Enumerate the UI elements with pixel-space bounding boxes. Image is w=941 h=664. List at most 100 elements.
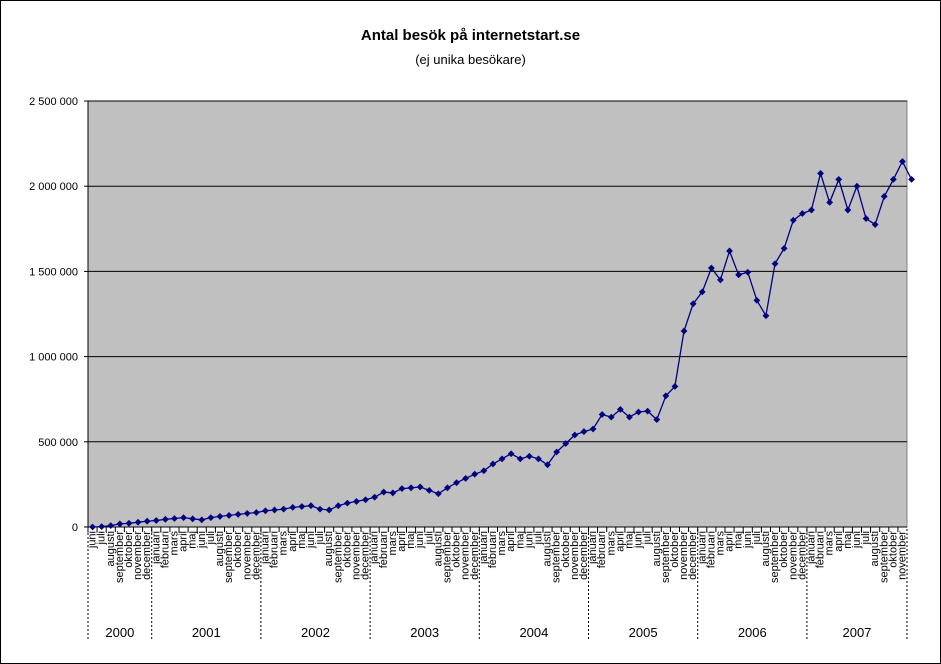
data-point — [771, 260, 779, 268]
data-point — [762, 312, 770, 320]
x-tick-label: februari — [378, 531, 390, 568]
x-tick-label: oktober — [123, 531, 135, 568]
x-tick-label: december — [796, 531, 808, 580]
year-label: 2000 — [105, 625, 134, 640]
x-tick-label: september — [223, 531, 235, 583]
chart-title: Antal besök på internetstart.se — [360, 27, 581, 44]
data-point — [671, 383, 679, 390]
data-point — [289, 504, 297, 511]
y-tick-label: 2 500 000 — [29, 96, 78, 108]
data-point — [598, 411, 606, 418]
x-tick-label: december — [250, 531, 262, 580]
data-point — [544, 461, 551, 469]
x-tick-label: mars — [605, 531, 617, 556]
data-point — [780, 244, 788, 252]
year-label: 2005 — [629, 625, 658, 640]
x-tick-label: juli — [423, 531, 435, 545]
data-point — [453, 479, 460, 487]
chart-subtitle: (ej unika besökare) — [415, 52, 526, 67]
x-tick-label: oktober — [887, 531, 899, 568]
x-tick-label: april — [614, 531, 626, 552]
data-point — [334, 502, 342, 510]
x-tick-label: september — [441, 531, 453, 583]
data-point — [516, 455, 524, 463]
x-tick-label: augusti — [760, 531, 772, 566]
data-point — [198, 516, 206, 524]
data-point — [134, 518, 142, 526]
year-label: 2006 — [738, 625, 767, 640]
data-point — [416, 483, 424, 491]
x-tick-label: september — [114, 531, 126, 583]
x-tick-label: maj — [296, 531, 308, 549]
data-point — [171, 515, 178, 522]
x-tick-label: december — [578, 531, 590, 580]
x-tick-label: september — [332, 531, 344, 583]
y-axis: 0 500 000 1 000 000 1 500 000 2 000 000 2 500… — [29, 96, 89, 534]
data-point — [316, 505, 324, 513]
x-tick-label: december — [141, 531, 153, 580]
data-point — [262, 507, 269, 515]
data-point — [826, 198, 834, 206]
x-tick-label: januari — [805, 531, 817, 565]
x-tick-label: juni — [523, 531, 535, 549]
data-markers — [89, 158, 915, 531]
x-tick-label: september — [769, 531, 781, 583]
x-tick-label: december — [687, 531, 699, 580]
x-tick-label: augusti — [869, 531, 881, 566]
y-tick-label: 1 500 000 — [29, 266, 78, 278]
data-point — [689, 300, 697, 308]
data-point — [189, 515, 197, 523]
x-tick-label: mars — [496, 531, 508, 556]
data-point — [680, 327, 688, 335]
x-tick-label: juli — [642, 531, 654, 545]
data-point — [480, 467, 488, 475]
data-point — [180, 514, 187, 522]
data-point — [789, 216, 797, 224]
x-tick-label: december — [360, 531, 372, 580]
x-tick-label: oktober — [560, 531, 572, 568]
data-point — [753, 296, 761, 304]
data-point — [525, 452, 533, 460]
data-point — [808, 206, 815, 214]
x-tick-label: februari — [159, 531, 171, 568]
data-point — [252, 509, 260, 516]
x-tick-label: mars — [168, 531, 180, 556]
y-tick-label: 1 000 000 — [29, 352, 78, 364]
x-tick-label: november — [678, 531, 690, 580]
data-point — [735, 271, 743, 279]
x-tick-label: juli — [96, 531, 108, 545]
data-point — [434, 490, 442, 498]
x-tick-label: februari — [705, 531, 717, 568]
data-point — [498, 455, 506, 463]
x-tick-label: november — [132, 531, 144, 580]
x-tick-label: februari — [487, 531, 499, 568]
x-tick-label: augusti — [214, 531, 226, 566]
data-point — [125, 519, 133, 527]
x-tick-label: juni — [742, 531, 754, 549]
x-tick-label: augusti — [651, 531, 663, 566]
data-point — [589, 425, 597, 433]
data-point — [89, 523, 96, 531]
x-tick-label: juni — [414, 531, 426, 549]
data-point — [726, 247, 733, 255]
x-tick-label: september — [660, 531, 672, 583]
data-point — [653, 416, 661, 424]
data-point — [207, 514, 215, 522]
x-tick-label: januari — [150, 531, 162, 565]
x-tick-label: januari — [587, 531, 599, 565]
data-point — [225, 512, 233, 519]
x-tick-label: april — [505, 531, 517, 552]
data-point — [380, 488, 388, 496]
data-point — [698, 288, 706, 296]
x-tick-label: maj — [623, 531, 635, 549]
data-point — [580, 428, 588, 435]
data-point — [471, 470, 479, 478]
x-tick-label: mars — [714, 531, 726, 556]
x-tick-label: juli — [860, 531, 872, 545]
data-point — [298, 503, 306, 510]
data-point — [425, 486, 433, 494]
x-tick-label: maj — [733, 531, 745, 549]
data-point — [798, 210, 806, 217]
x-tick-label: maj — [405, 531, 417, 549]
